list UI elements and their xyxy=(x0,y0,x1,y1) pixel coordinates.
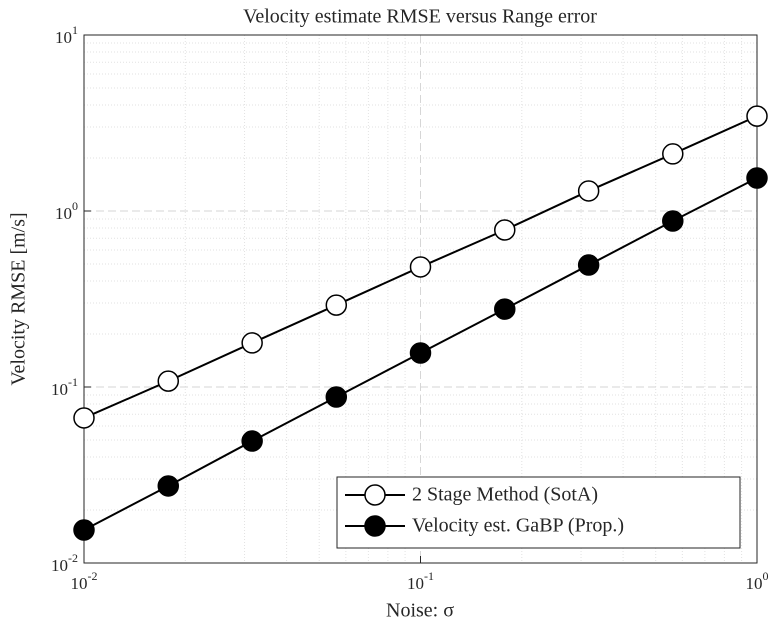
x-tick-label-exponent: -2 xyxy=(88,569,98,583)
x-tick-label-base: 10 xyxy=(407,574,424,593)
y-tick-label-exponent: -1 xyxy=(68,375,78,389)
legend-label: Velocity est. GaBP (Prop.) xyxy=(412,515,624,537)
y-tick-label-base: 10 xyxy=(51,380,68,399)
x-tick-label-base: 10 xyxy=(71,574,88,593)
chart-title: Velocity estimate RMSE versus Range erro… xyxy=(243,6,597,28)
y-tick-label-base: 10 xyxy=(51,556,68,575)
y-tick-label: 10-1 xyxy=(51,375,78,399)
y-tick-label-base: 10 xyxy=(55,28,72,47)
data-point xyxy=(73,519,95,541)
y-tick-label-exponent: 0 xyxy=(72,199,78,213)
x-axis-label: Noise: σ xyxy=(386,600,454,622)
legend-label: 2 Stage Method (SotA) xyxy=(412,484,598,506)
data-point xyxy=(73,407,95,429)
data-point xyxy=(577,254,600,276)
x-tick-label-exponent: 0 xyxy=(763,569,769,583)
data-point xyxy=(746,167,768,189)
x-tick-label-exponent: -1 xyxy=(424,569,434,583)
y-tick-label: 100 xyxy=(55,199,78,223)
y-axis-label: Velocity RMSE [m/s] xyxy=(8,212,30,385)
y-tick-label: 10-2 xyxy=(51,551,78,575)
data-point xyxy=(157,370,180,392)
legend-box xyxy=(336,476,741,549)
y-tick-label: 101 xyxy=(55,23,78,47)
legend-marker xyxy=(364,484,386,506)
y-tick-label-exponent: 1 xyxy=(72,23,78,37)
x-tick-label-base: 10 xyxy=(746,574,763,593)
data-point xyxy=(325,294,348,316)
data-point xyxy=(325,386,348,408)
x-tick-label: 100 xyxy=(746,569,769,593)
data-point xyxy=(409,256,432,278)
data-point xyxy=(494,219,516,241)
data-point xyxy=(662,143,684,165)
data-point xyxy=(577,180,600,202)
data-point xyxy=(409,342,432,364)
y-tick-label-base: 10 xyxy=(55,204,72,223)
data-point xyxy=(494,298,516,320)
data-point xyxy=(662,210,684,232)
x-tick-label: 10-2 xyxy=(71,569,98,593)
data-point xyxy=(241,430,263,452)
y-tick-label-exponent: -2 xyxy=(68,551,78,565)
data-point xyxy=(241,332,263,354)
legend-marker xyxy=(364,515,386,537)
axes-box xyxy=(83,34,758,564)
data-point xyxy=(157,475,180,497)
data-point xyxy=(746,105,768,127)
x-tick-label: 10-1 xyxy=(407,569,434,593)
